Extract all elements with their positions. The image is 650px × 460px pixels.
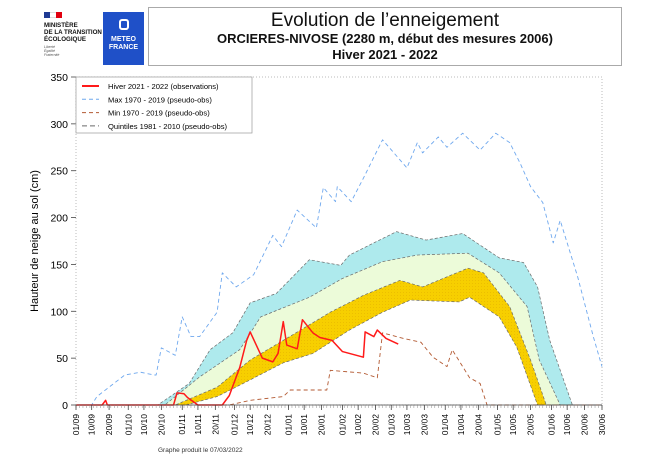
x-tick-label: 10/09: [87, 414, 97, 436]
quintile-band-40-60: [76, 253, 602, 405]
quintile-20-line: [76, 296, 602, 406]
legend-entry: Min 1970 - 2019 (pseudo-obs): [108, 109, 210, 118]
chart-title: Evolution de l’enneigement: [270, 10, 500, 31]
x-tick-label: 10/06: [562, 414, 572, 436]
x-tick-label: 01/10: [123, 414, 133, 436]
x-tick-label: 01/09: [71, 414, 81, 436]
y-axis-label: Hauteur de neige au sol (cm): [29, 170, 41, 312]
x-tick-label: 20/12: [263, 414, 273, 436]
logo-text: FRANCE: [108, 44, 139, 51]
meteo-france-logo: METEO FRANCE: [103, 12, 144, 65]
y-tick-label: 100: [50, 306, 68, 318]
meteo-france-emblem-icon: [118, 19, 129, 30]
ministry-logo: MINISTÈRE DE LA TRANSITION ÉCOLOGIQUE Li…: [44, 12, 104, 58]
quintile-80-line: [76, 231, 602, 406]
x-tick-label: 10/10: [139, 414, 149, 436]
title-box: Evolution de l’enneigement ORCIERES-NIVO…: [148, 7, 622, 66]
observations-line: [76, 318, 399, 406]
x-tick-label: 01/02: [337, 414, 347, 436]
credit-text: Graphe produit le 07/03/2022: [158, 447, 243, 454]
y-tick-label: 50: [56, 353, 68, 365]
x-tick-label: 10/05: [508, 414, 518, 436]
quintile-40-line: [76, 267, 602, 406]
y-tick-label: 0: [62, 400, 68, 412]
x-tick-label: 10/01: [299, 414, 309, 436]
x-tick-label: 30/06: [597, 414, 607, 436]
y-tick-label: 300: [50, 119, 68, 131]
x-tick-label: 01/04: [440, 414, 450, 436]
quintile-band-60-80: [76, 231, 602, 405]
motto-line: Liberté: [44, 45, 55, 49]
quintile-band-20-40: [76, 268, 602, 405]
x-tick-label: 01/11: [177, 414, 187, 435]
french-flag-icon: [44, 12, 62, 18]
legend-entry: Quintiles 1981 - 2010 (pseudo-obs): [108, 122, 228, 131]
ministry-motto: Liberté Égalité Fraternité: [44, 45, 104, 58]
motto-line: Égalité: [44, 49, 55, 54]
station-subtitle: ORCIERES-NIVOSE (2280 m, début des mesur…: [217, 31, 553, 46]
x-tick-label: 20/10: [156, 414, 166, 436]
legend-box: [75, 76, 253, 134]
x-tick-label: 10/04: [456, 414, 466, 436]
season-subtitle: Hiver 2021 - 2022: [332, 47, 438, 62]
x-tick-label: 01/06: [546, 414, 556, 436]
x-tick-label: 10/03: [402, 414, 412, 436]
x-tick-label: 20/05: [526, 414, 536, 436]
legend-entry: Max 1970 - 2019 (pseudo-obs): [108, 95, 212, 104]
ministry-line: ÉCOLOGIQUE: [44, 36, 86, 43]
legend-entry: Hiver 2021 - 2022 (observations): [108, 82, 219, 91]
y-tick-label: 150: [50, 259, 68, 271]
ministry-line: DE LA TRANSITION: [44, 29, 102, 36]
x-tick-label: 20/03: [419, 414, 429, 436]
x-tick-label: 20/09: [104, 414, 114, 436]
max-line: [76, 132, 603, 406]
motto-line: Fraternité: [44, 53, 60, 58]
x-tick-label: 01/05: [492, 414, 502, 436]
min-line: [76, 332, 602, 406]
ministry-line: MINISTÈRE: [44, 22, 78, 29]
x-tick-label: 20/01: [317, 414, 327, 436]
legend: Hiver 2021 - 2022 (observations) Max 1970…: [75, 76, 253, 134]
x-tick-label: 20/11: [210, 414, 220, 435]
y-tick-label: 200: [50, 213, 68, 225]
y-tick-label: 250: [50, 166, 68, 178]
x-tick-label: 20/02: [371, 414, 381, 436]
x-tick-label: 20/04: [473, 414, 483, 436]
x-tick-label: 01/01: [283, 414, 293, 436]
y-tick-label: 350: [50, 72, 68, 84]
logo-text: METEO: [111, 36, 136, 43]
x-tick-label: 10/02: [353, 414, 363, 436]
x-tick-label: 10/11: [193, 414, 203, 435]
x-tick-label: 01/12: [229, 414, 239, 436]
x-tick-label: 10/12: [245, 414, 255, 436]
x-tick-label: 20/06: [580, 414, 590, 436]
x-tick-label: 01/03: [386, 414, 396, 436]
